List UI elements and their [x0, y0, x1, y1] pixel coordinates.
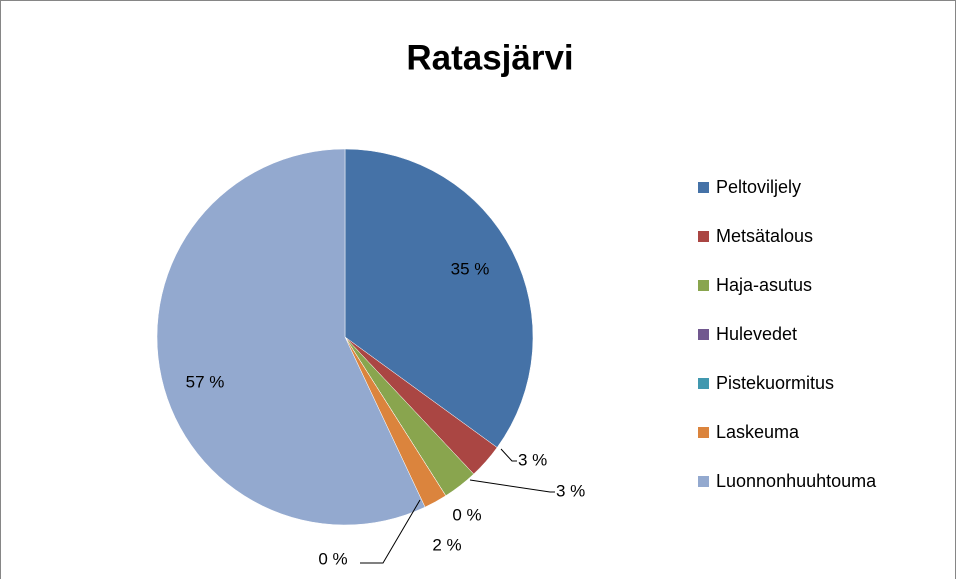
legend-swatch	[698, 329, 709, 340]
chart-title: Ratasjärvi	[406, 38, 573, 77]
legend-swatch	[698, 378, 709, 389]
legend-swatch	[698, 427, 709, 438]
data-label: 3 %	[518, 450, 547, 469]
legend-swatch	[698, 182, 709, 193]
data-label: 2 %	[432, 535, 461, 554]
legend-swatch	[698, 231, 709, 242]
data-label: 3 %	[556, 481, 585, 500]
legend-label: Peltoviljely	[716, 177, 801, 197]
pie-slice	[156, 148, 426, 526]
legend-swatch	[698, 476, 709, 487]
legend-swatch	[698, 280, 709, 291]
legend-label: Pistekuormitus	[716, 373, 834, 393]
data-label: 0 %	[452, 505, 481, 524]
legend-label: Haja-asutus	[716, 275, 812, 295]
legend-label: Metsätalous	[716, 226, 813, 246]
data-label: 35 %	[451, 259, 490, 278]
leader-line	[469, 479, 555, 493]
pie-slice	[344, 148, 534, 448]
data-label: 0 %	[318, 549, 347, 568]
legend-label: Laskeuma	[716, 422, 800, 442]
data-label: 57 %	[186, 372, 225, 391]
legend-label: Hulevedet	[716, 324, 797, 344]
legend-label: Luonnonhuuhtouma	[716, 471, 877, 491]
leader-line	[500, 448, 517, 462]
leader-line	[360, 499, 421, 564]
